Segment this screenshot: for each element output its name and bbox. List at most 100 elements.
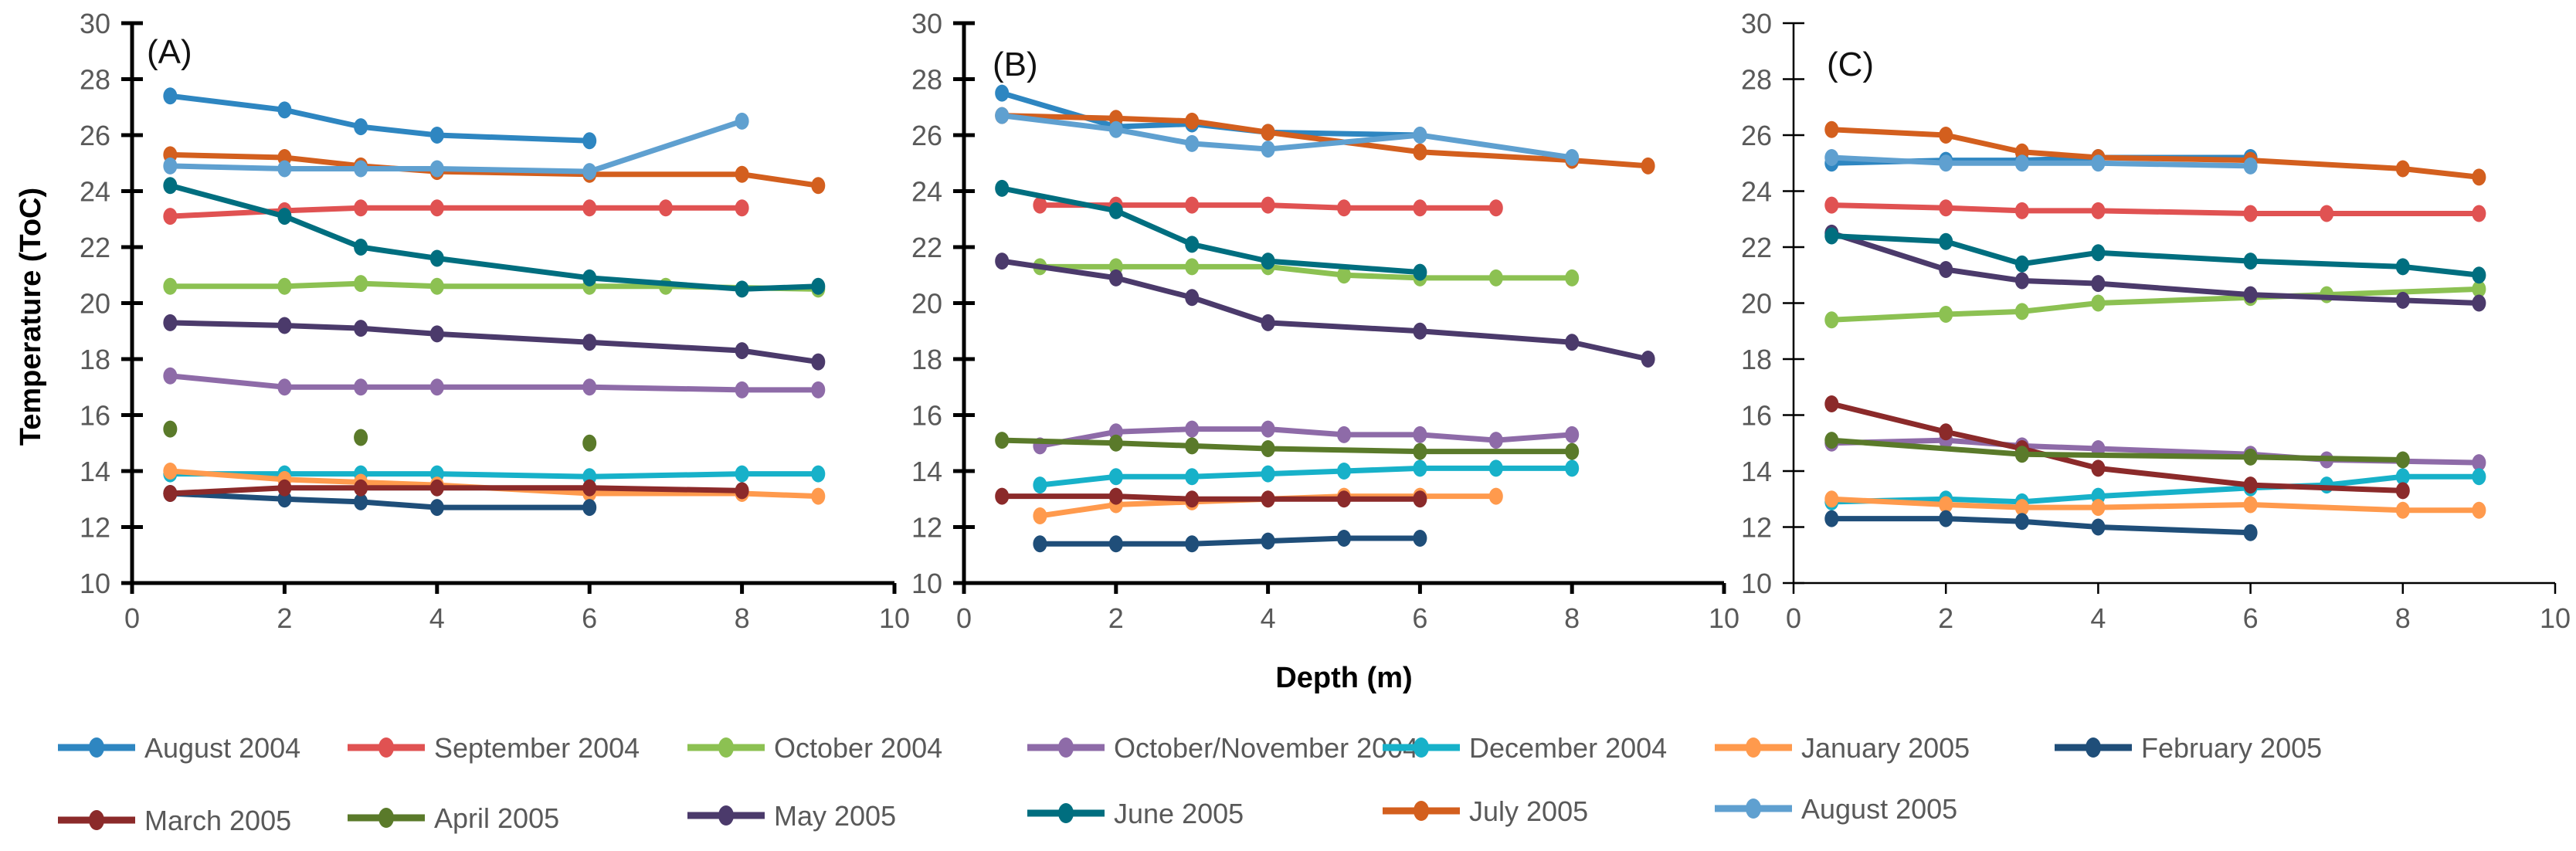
legend-item: June 2005 bbox=[1027, 798, 1244, 829]
legend-item: April 2005 bbox=[348, 802, 559, 834]
data-point bbox=[429, 127, 444, 144]
series-september-2004 bbox=[163, 199, 749, 225]
x-tick-label: 0 bbox=[956, 602, 972, 634]
y-tick-label: 16 bbox=[80, 400, 110, 432]
data-point bbox=[429, 277, 444, 295]
data-point bbox=[1641, 157, 1655, 175]
data-point bbox=[1824, 227, 1839, 245]
data-point bbox=[429, 378, 444, 396]
data-point bbox=[2395, 501, 2410, 519]
series-august-2005 bbox=[1824, 149, 2258, 175]
series-line bbox=[1037, 426, 1575, 449]
data-point bbox=[1824, 510, 1839, 527]
series-line bbox=[1828, 437, 2406, 463]
series-line bbox=[999, 493, 1423, 502]
legend-swatch-marker bbox=[378, 737, 394, 758]
data-point bbox=[429, 160, 444, 178]
data-point bbox=[1939, 199, 1953, 217]
data-point bbox=[429, 499, 444, 517]
data-point bbox=[1185, 535, 1200, 553]
y-tick-label: 14 bbox=[1741, 456, 1772, 487]
data-point bbox=[2091, 154, 2106, 172]
data-point bbox=[1565, 426, 1580, 443]
data-point bbox=[2091, 202, 2106, 219]
series-february-2005 bbox=[1824, 510, 2258, 541]
data-point bbox=[811, 487, 826, 505]
data-point bbox=[1337, 530, 1351, 547]
y-tick-label: 14 bbox=[911, 456, 942, 487]
data-point bbox=[2014, 446, 2029, 463]
legend-label: April 2005 bbox=[434, 802, 559, 834]
data-point bbox=[1185, 196, 1200, 214]
data-point bbox=[582, 378, 597, 396]
series-line bbox=[167, 320, 821, 365]
data-point bbox=[277, 277, 292, 295]
series-line bbox=[999, 113, 1575, 161]
legend-swatch-marker bbox=[1746, 737, 1761, 758]
y-tick-label: 10 bbox=[1741, 568, 1772, 599]
data-point bbox=[1824, 196, 1839, 214]
y-tick-label: 28 bbox=[1741, 64, 1772, 96]
data-point bbox=[2320, 205, 2334, 222]
panel-label: (C) bbox=[1827, 46, 1874, 83]
data-point bbox=[2395, 291, 2410, 309]
data-point bbox=[1185, 468, 1200, 486]
legend-label: August 2005 bbox=[1801, 793, 1957, 825]
data-point bbox=[1488, 199, 1503, 217]
x-tick-label: 4 bbox=[1261, 602, 1276, 634]
data-point bbox=[1488, 269, 1503, 286]
x-axis-title: Depth (m) bbox=[1275, 662, 1412, 694]
legend-swatch-marker bbox=[378, 808, 394, 828]
series-february-2005 bbox=[1033, 530, 1427, 553]
series-august-2005 bbox=[995, 107, 1580, 166]
data-point bbox=[1033, 507, 1047, 524]
data-point bbox=[277, 479, 292, 497]
data-point bbox=[1108, 535, 1123, 553]
data-point bbox=[1565, 459, 1580, 477]
data-point bbox=[1413, 127, 1427, 144]
data-point bbox=[277, 378, 292, 396]
data-point bbox=[995, 487, 1010, 505]
data-point bbox=[1824, 432, 1839, 449]
data-point bbox=[354, 320, 368, 337]
x-tick-label: 2 bbox=[1938, 602, 1953, 634]
data-point bbox=[2014, 272, 2029, 290]
data-point bbox=[2395, 482, 2410, 500]
legend-swatch-marker bbox=[89, 737, 104, 758]
data-point bbox=[811, 465, 826, 483]
data-point bbox=[1824, 311, 1839, 329]
x-tick-label: 0 bbox=[124, 602, 140, 634]
legend-item: September 2004 bbox=[348, 732, 640, 764]
data-point bbox=[354, 239, 368, 256]
data-point bbox=[1033, 535, 1047, 553]
data-point bbox=[277, 317, 292, 334]
y-tick-label: 30 bbox=[911, 8, 942, 39]
data-point bbox=[2395, 468, 2410, 486]
data-point bbox=[1185, 289, 1200, 307]
legend-label: August 2004 bbox=[144, 732, 300, 764]
data-point bbox=[163, 208, 178, 225]
data-point bbox=[582, 199, 597, 217]
legend-swatch-marker bbox=[718, 737, 734, 758]
data-point bbox=[1337, 199, 1351, 217]
data-point bbox=[2472, 205, 2486, 222]
data-point bbox=[1261, 196, 1275, 214]
data-point bbox=[2091, 518, 2106, 536]
data-point bbox=[1565, 442, 1580, 460]
series-line bbox=[1037, 263, 1575, 281]
series-august-2004 bbox=[995, 84, 1427, 144]
legend-label: May 2005 bbox=[774, 800, 896, 832]
y-tick-label: 22 bbox=[1741, 232, 1772, 263]
legend-swatch-marker bbox=[718, 805, 734, 826]
series-october-november-2004 bbox=[163, 367, 826, 398]
data-point bbox=[735, 199, 749, 217]
legend-swatch-marker bbox=[1058, 803, 1074, 823]
x-tick-label: 6 bbox=[2243, 602, 2259, 634]
legend-item: August 2004 bbox=[58, 732, 300, 764]
data-point bbox=[163, 177, 178, 195]
data-point bbox=[277, 208, 292, 225]
data-point bbox=[735, 112, 749, 130]
data-point bbox=[1565, 149, 1580, 166]
legend-item: October/November 2004 bbox=[1027, 732, 1418, 764]
